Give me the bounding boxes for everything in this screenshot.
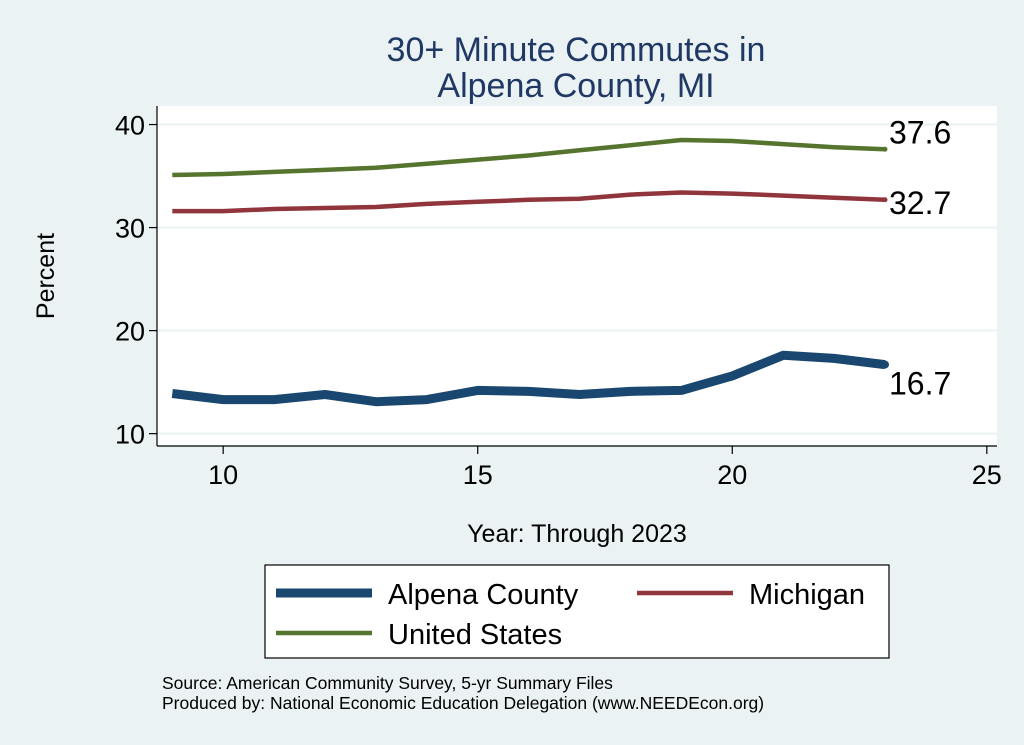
legend: Alpena County Michigan United States [264, 564, 890, 659]
series-line-alpena-county [171, 350, 886, 407]
x-tick-label: 25 [972, 460, 1002, 490]
series-end-marker-united-states [882, 146, 888, 152]
legend-label-alpena-county: Alpena County [388, 579, 579, 611]
end-value-label-michigan: 32.7 [889, 185, 951, 221]
y-tick-label: 10 [115, 420, 145, 450]
x-axis-title: Year: Through 2023 [467, 520, 687, 548]
series-lines [171, 137, 889, 407]
series-end-marker-michigan [882, 197, 888, 203]
legend-label-michigan: Michigan [749, 579, 865, 611]
chart-title-line-1: 30+ Minute Commutes in [387, 31, 766, 69]
end-labels: 16.7 32.7 37.6 [889, 114, 951, 401]
x-tick-label: 15 [463, 460, 493, 490]
chart-title-line-2: Alpena County, MI [437, 67, 714, 105]
gridlines [157, 123, 997, 435]
legend-label-united-states: United States [388, 619, 562, 651]
source-note: Source: American Community Survey, 5-yr … [162, 673, 613, 693]
producer-note: Produced by: National Economic Education… [162, 693, 764, 713]
x-tick-label: 10 [208, 460, 238, 490]
y-tick-label: 40 [115, 111, 145, 141]
legend-box [264, 564, 890, 659]
series-line-united-states [172, 137, 886, 178]
y-axis-title: Percent [32, 233, 60, 319]
series-line-michigan [172, 190, 886, 214]
end-value-label-alpena-county: 16.7 [889, 366, 951, 402]
end-value-label-united-states: 37.6 [889, 114, 951, 150]
x-tick-label: 20 [717, 460, 747, 490]
y-tick-label: 30 [115, 214, 145, 244]
axes: 10 20 30 40 10 15 20 25 [115, 106, 1002, 490]
series-end-marker-alpena-county [881, 360, 889, 369]
y-tick-label: 20 [115, 317, 145, 347]
plot-area [157, 106, 997, 446]
